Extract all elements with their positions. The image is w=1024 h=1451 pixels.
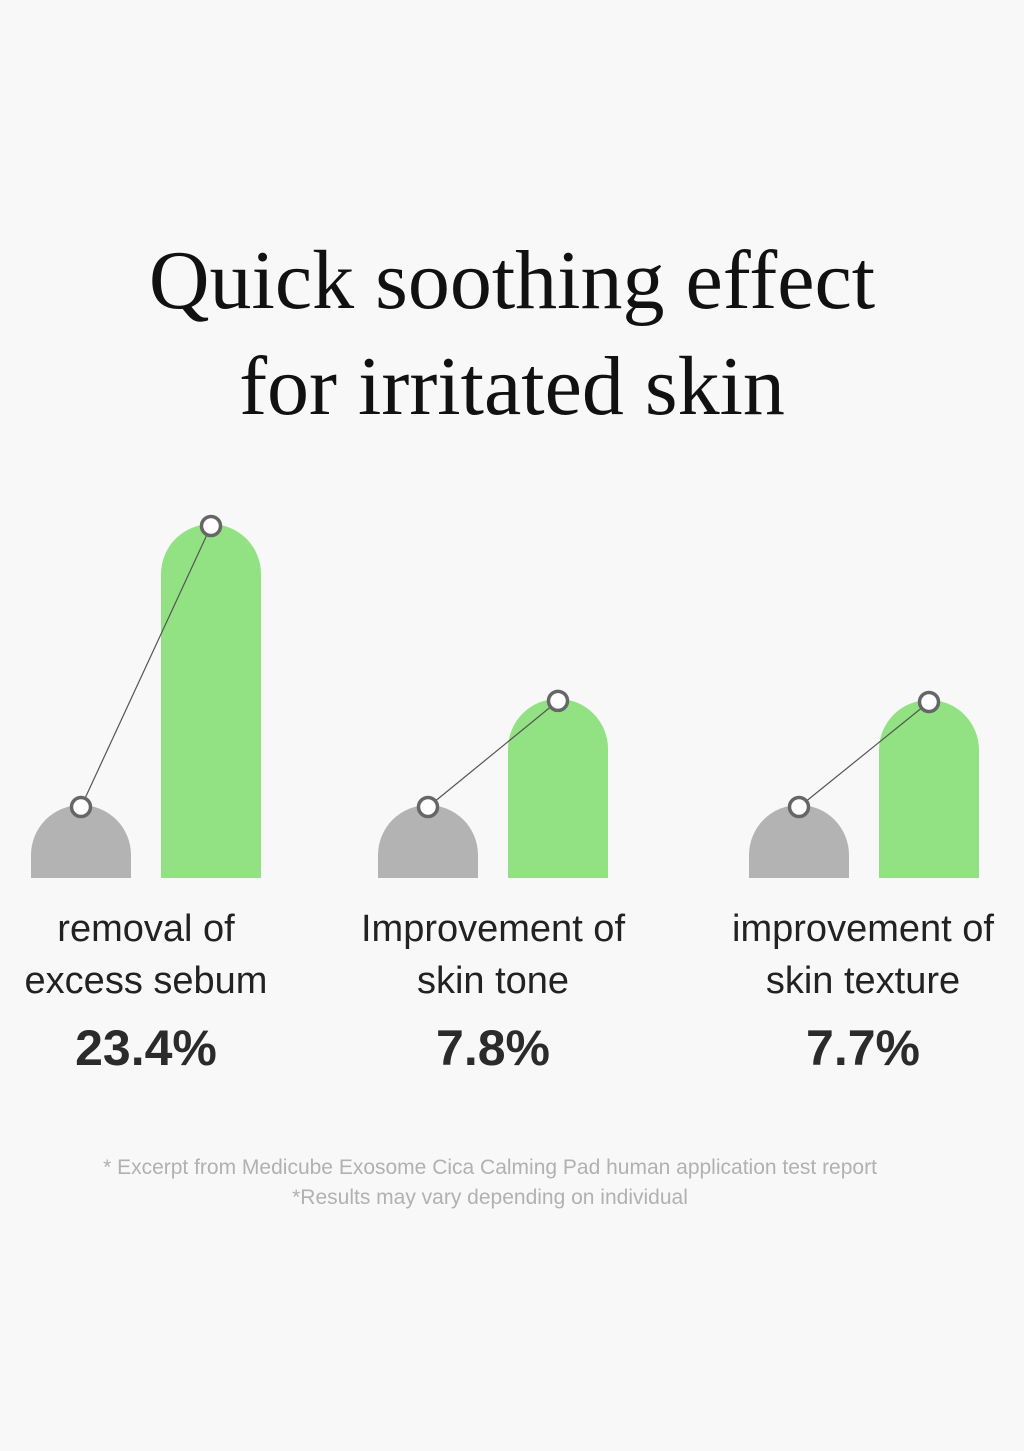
footnote-line-2: *Results may vary depending on individua…	[292, 1186, 688, 1209]
category-label-skin-tone: Improvement of skin tone 7.8%	[313, 903, 673, 1081]
bar-after-skin-texture	[879, 700, 979, 878]
marker-before-skin-tone	[416, 795, 440, 819]
marker-after-skin-tone	[546, 689, 570, 713]
value-label-skin-tone: 7.8%	[436, 1020, 550, 1076]
category-label-line-1: Improvement of	[361, 908, 625, 950]
connector-line-skin-texture	[798, 701, 930, 808]
marker-after-sebum	[199, 514, 223, 538]
value-label-sebum: 23.4%	[75, 1020, 217, 1076]
category-label-line-1: removal of	[57, 908, 235, 950]
marker-before-skin-texture	[787, 795, 811, 819]
footnote: * Excerpt from Medicube Exosome Cica Cal…	[0, 1153, 980, 1213]
marker-before-sebum	[69, 795, 93, 819]
bar-before-skin-texture	[749, 805, 849, 878]
bar-before-sebum	[31, 805, 131, 878]
bar-after-skin-tone	[508, 698, 608, 878]
title-line-2: for irritated skin	[239, 340, 785, 433]
footnote-line-1: * Excerpt from Medicube Exosome Cica Cal…	[103, 1156, 877, 1179]
page-title: Quick soothing effect for irritated skin	[0, 228, 1024, 440]
bar-before-skin-tone	[378, 805, 478, 878]
category-label-sebum: removal of excess sebum 23.4%	[0, 903, 326, 1081]
marker-after-skin-texture	[917, 690, 941, 714]
connector-line-sebum	[80, 525, 212, 808]
category-label-line-2: skin texture	[765, 960, 961, 1002]
category-label-skin-texture: improvement of skin texture 7.7%	[683, 903, 1024, 1081]
value-label-skin-texture: 7.7%	[806, 1020, 920, 1076]
category-label-line-2: skin tone	[416, 960, 570, 1002]
title-line-1: Quick soothing effect	[148, 234, 876, 327]
category-label-line-1: improvement of	[732, 908, 994, 950]
connector-line-skin-tone	[427, 700, 559, 808]
bar-after-sebum	[161, 524, 261, 878]
category-label-line-2: excess sebum	[24, 960, 268, 1002]
